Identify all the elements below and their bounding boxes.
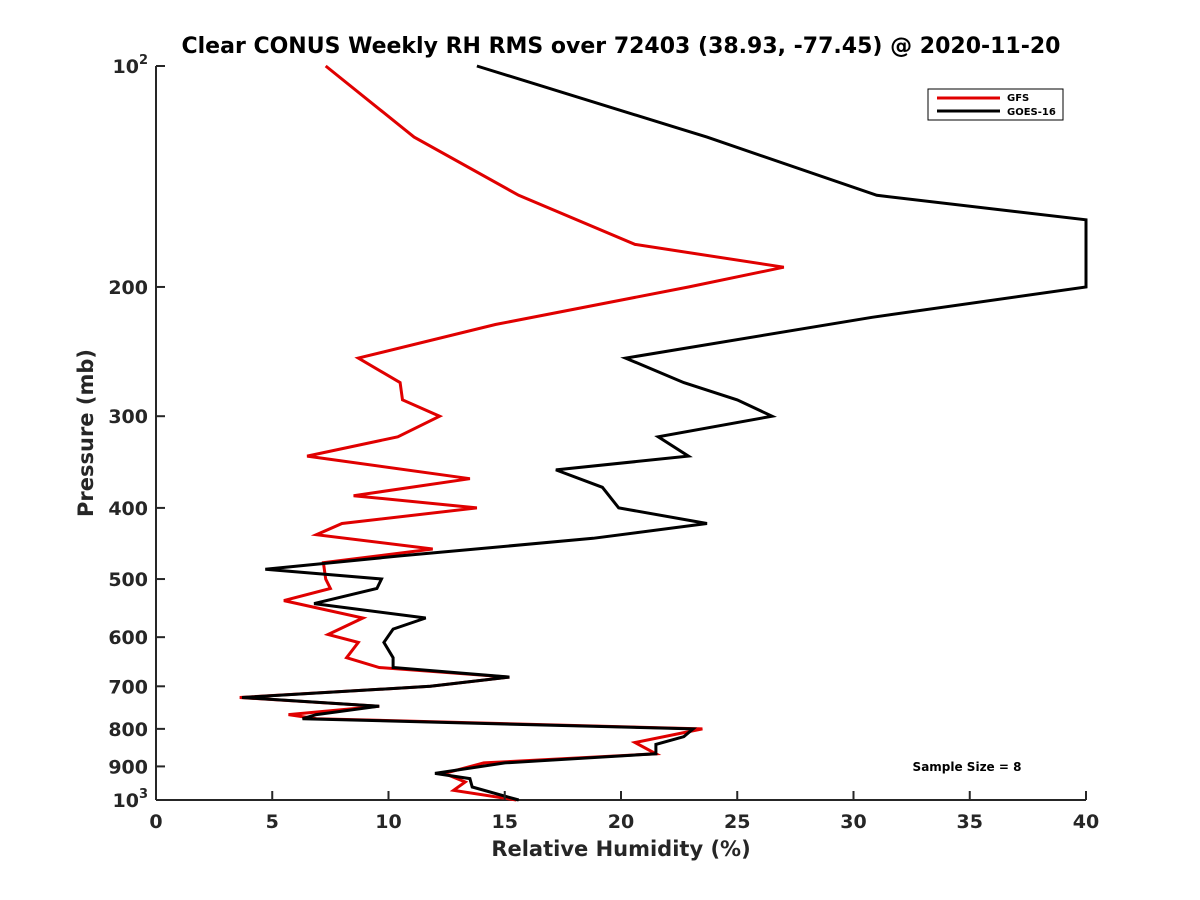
y-axis-title: Pressure (mb) xyxy=(74,349,98,517)
y-tick-label: 800 xyxy=(108,719,148,741)
x-tick-label: 10 xyxy=(375,811,401,833)
x-axis-title: Relative Humidity (%) xyxy=(491,837,750,861)
x-tick-label: 5 xyxy=(266,811,279,833)
x-tick-label: 30 xyxy=(840,811,866,833)
x-tick-label: 15 xyxy=(492,811,518,833)
y-tick-label: 400 xyxy=(108,498,148,520)
plot-area: 0 5 10 15 20 25 30 35 40 102 200 300 400 500 600 700 80… xyxy=(108,53,1099,833)
y-tick-label: 900 xyxy=(108,756,148,778)
y-tick-label: 500 xyxy=(108,569,148,591)
y-tick-label: 300 xyxy=(108,406,148,428)
x-tick-label: 20 xyxy=(608,811,634,833)
series-layer xyxy=(239,64,1088,802)
y-tick-label: 102 xyxy=(113,53,149,78)
sample-size-annotation: Sample Size = 8 xyxy=(913,760,1022,774)
y-tick-label: 103 xyxy=(113,787,149,812)
legend-label-gfs: GFS xyxy=(1007,93,1029,104)
y-tick-label: 200 xyxy=(108,277,148,299)
legend: GFS GOES-16 xyxy=(927,88,1064,121)
x-tick-label: 25 xyxy=(724,811,750,833)
x-tick-label: 40 xyxy=(1073,811,1099,833)
plot-box xyxy=(156,66,1086,800)
x-ticks: 0 5 10 15 20 25 30 35 40 xyxy=(149,791,1099,833)
x-tick-label: 35 xyxy=(957,811,983,833)
y-tick-label: 700 xyxy=(108,676,148,698)
legend-label-goes16: GOES-16 xyxy=(1007,107,1056,118)
legend-box xyxy=(927,88,1064,121)
series-line-goes-16 xyxy=(241,64,1088,802)
chart-title: Clear CONUS Weekly RH RMS over 72403 (38… xyxy=(182,34,1061,59)
y-tick-label: 600 xyxy=(108,627,148,649)
x-tick-label: 0 xyxy=(149,811,162,833)
y-ticks: 102 200 300 400 500 600 700 800 900 103 xyxy=(108,53,165,812)
